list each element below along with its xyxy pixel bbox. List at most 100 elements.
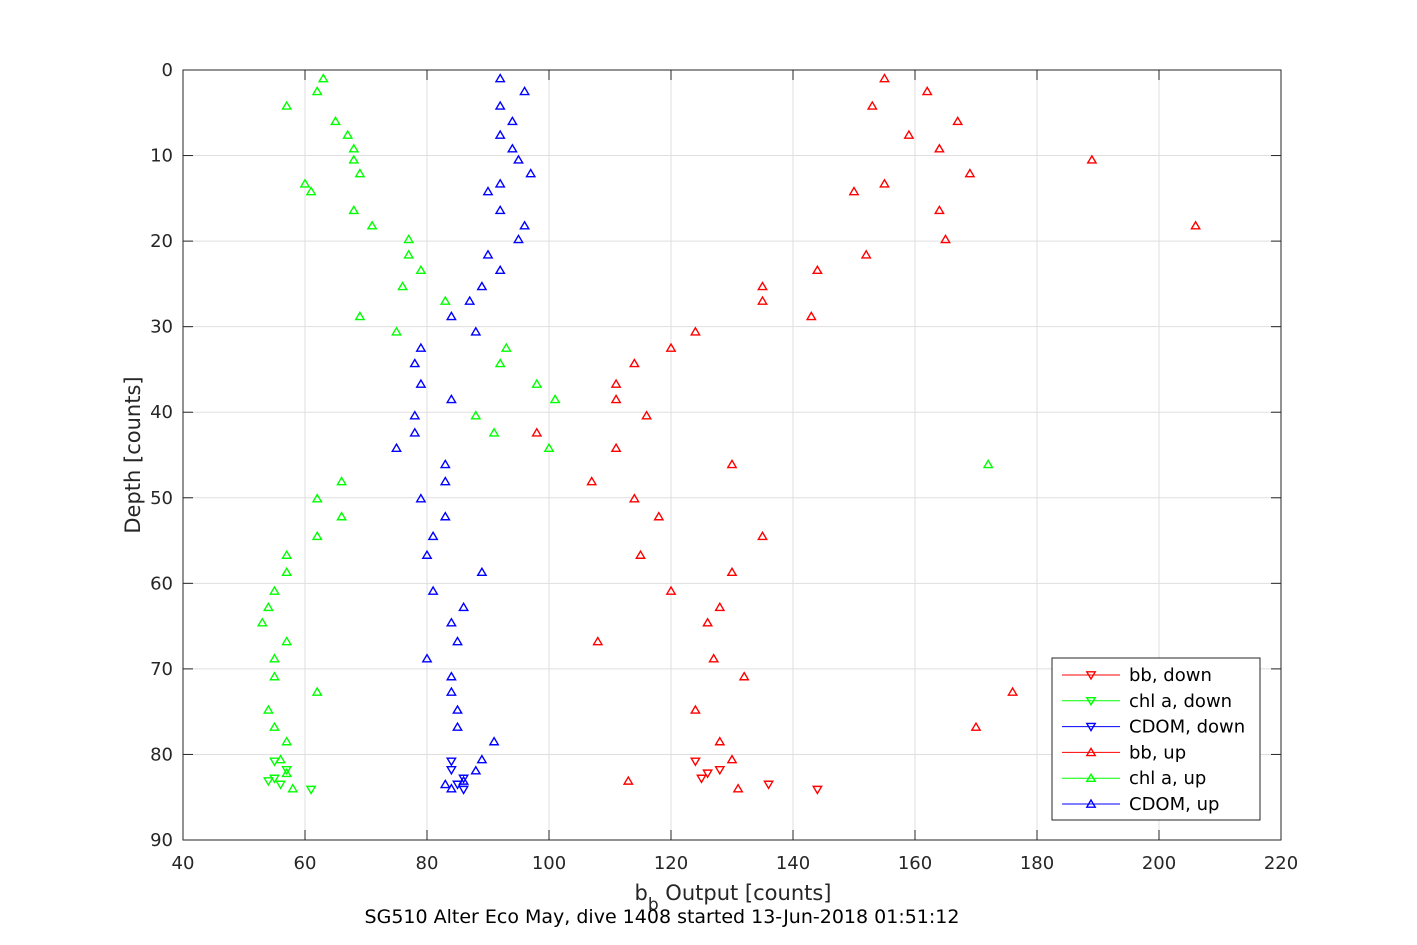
data-point	[628, 493, 640, 503]
data-point	[287, 783, 299, 793]
x-tick-label: 80	[416, 853, 439, 874]
data-point	[811, 264, 823, 275]
data-point	[281, 549, 293, 559]
legend-marker	[1085, 798, 1097, 808]
data-point	[586, 476, 598, 486]
data-point	[610, 442, 622, 453]
data-point	[262, 777, 274, 787]
data-point	[635, 549, 646, 559]
data-point	[476, 281, 488, 291]
data-point	[439, 511, 451, 521]
data-point	[1086, 154, 1098, 164]
data-point	[482, 249, 494, 259]
data-points	[256, 73, 1202, 795]
data-point	[610, 394, 622, 404]
y-tick-label: 40	[150, 402, 173, 423]
data-point	[275, 780, 287, 790]
x-axis-label-rest: Output [counts]	[659, 881, 832, 905]
data-point	[665, 342, 677, 352]
data-point	[641, 410, 653, 420]
data-point	[689, 326, 701, 336]
data-point	[494, 178, 506, 188]
data-point	[354, 168, 366, 178]
legend: bb, down chl a, down CDOM, down bb, up chl a…	[1051, 657, 1261, 821]
data-point	[506, 143, 518, 153]
series-bb-down	[689, 757, 823, 795]
data-point	[348, 154, 360, 164]
data-point	[506, 115, 518, 126]
x-tick-label: 200	[1142, 853, 1176, 874]
data-point	[470, 410, 482, 420]
data-point	[738, 671, 750, 681]
data-point	[848, 186, 860, 196]
data-point	[397, 281, 409, 291]
data-point	[921, 86, 933, 96]
data-point	[732, 783, 744, 793]
data-point	[1007, 686, 1019, 696]
data-point	[281, 636, 293, 646]
data-point	[269, 653, 280, 663]
data-point	[391, 442, 402, 453]
data-point	[281, 767, 293, 778]
data-point	[354, 311, 366, 321]
data-point	[531, 378, 543, 388]
legend-entry-label: CDOM, up	[1129, 794, 1219, 815]
data-point	[439, 295, 451, 305]
data-point	[409, 427, 421, 437]
x-tick-label: 40	[172, 853, 195, 874]
data-point	[933, 143, 945, 153]
data-point	[269, 671, 280, 681]
data-point	[445, 394, 457, 404]
data-point	[427, 530, 439, 541]
x-tick-label: 60	[294, 853, 317, 874]
data-point	[269, 585, 280, 595]
plot-frame	[182, 69, 1282, 841]
data-point	[262, 601, 274, 612]
data-point	[275, 754, 287, 764]
data-point	[269, 721, 280, 731]
data-point	[348, 204, 360, 215]
data-point	[281, 100, 293, 110]
x-tick-label: 180	[1020, 853, 1054, 874]
data-point	[525, 168, 537, 178]
y-tick-label: 90	[150, 830, 173, 851]
data-point	[494, 100, 506, 110]
y-tick-label: 50	[150, 488, 173, 509]
data-point	[348, 143, 360, 153]
y-tick-label: 10	[150, 146, 173, 167]
data-point	[500, 342, 512, 352]
y-tick-label: 0	[162, 60, 173, 81]
data-point	[366, 220, 378, 230]
data-point	[452, 704, 463, 714]
legend-entry-label: bb, up	[1129, 742, 1186, 763]
data-point	[488, 736, 500, 746]
data-point	[879, 73, 890, 83]
data-point	[933, 204, 945, 215]
x-axis-label-main: b	[634, 881, 647, 905]
data-point	[726, 754, 738, 764]
data-point	[494, 264, 506, 275]
legend-marker	[1085, 696, 1097, 707]
data-point	[342, 129, 354, 139]
data-point	[805, 311, 817, 321]
data-point	[696, 774, 707, 784]
data-point	[470, 326, 482, 336]
data-point	[482, 186, 494, 196]
data-point	[409, 358, 421, 368]
data-point	[311, 530, 323, 541]
legend-marker	[1085, 671, 1097, 681]
data-point	[726, 566, 738, 577]
legend-box	[1051, 657, 1261, 821]
data-point	[964, 168, 976, 178]
data-point	[330, 115, 341, 126]
data-point	[317, 73, 329, 83]
y-axis-label: Depth [counts]	[121, 376, 145, 533]
data-point	[519, 220, 531, 230]
data-point	[415, 493, 427, 503]
data-point	[494, 73, 506, 83]
data-point	[866, 100, 878, 110]
y-tick-label: 70	[150, 659, 173, 680]
data-point	[256, 617, 268, 627]
data-point	[952, 115, 964, 126]
